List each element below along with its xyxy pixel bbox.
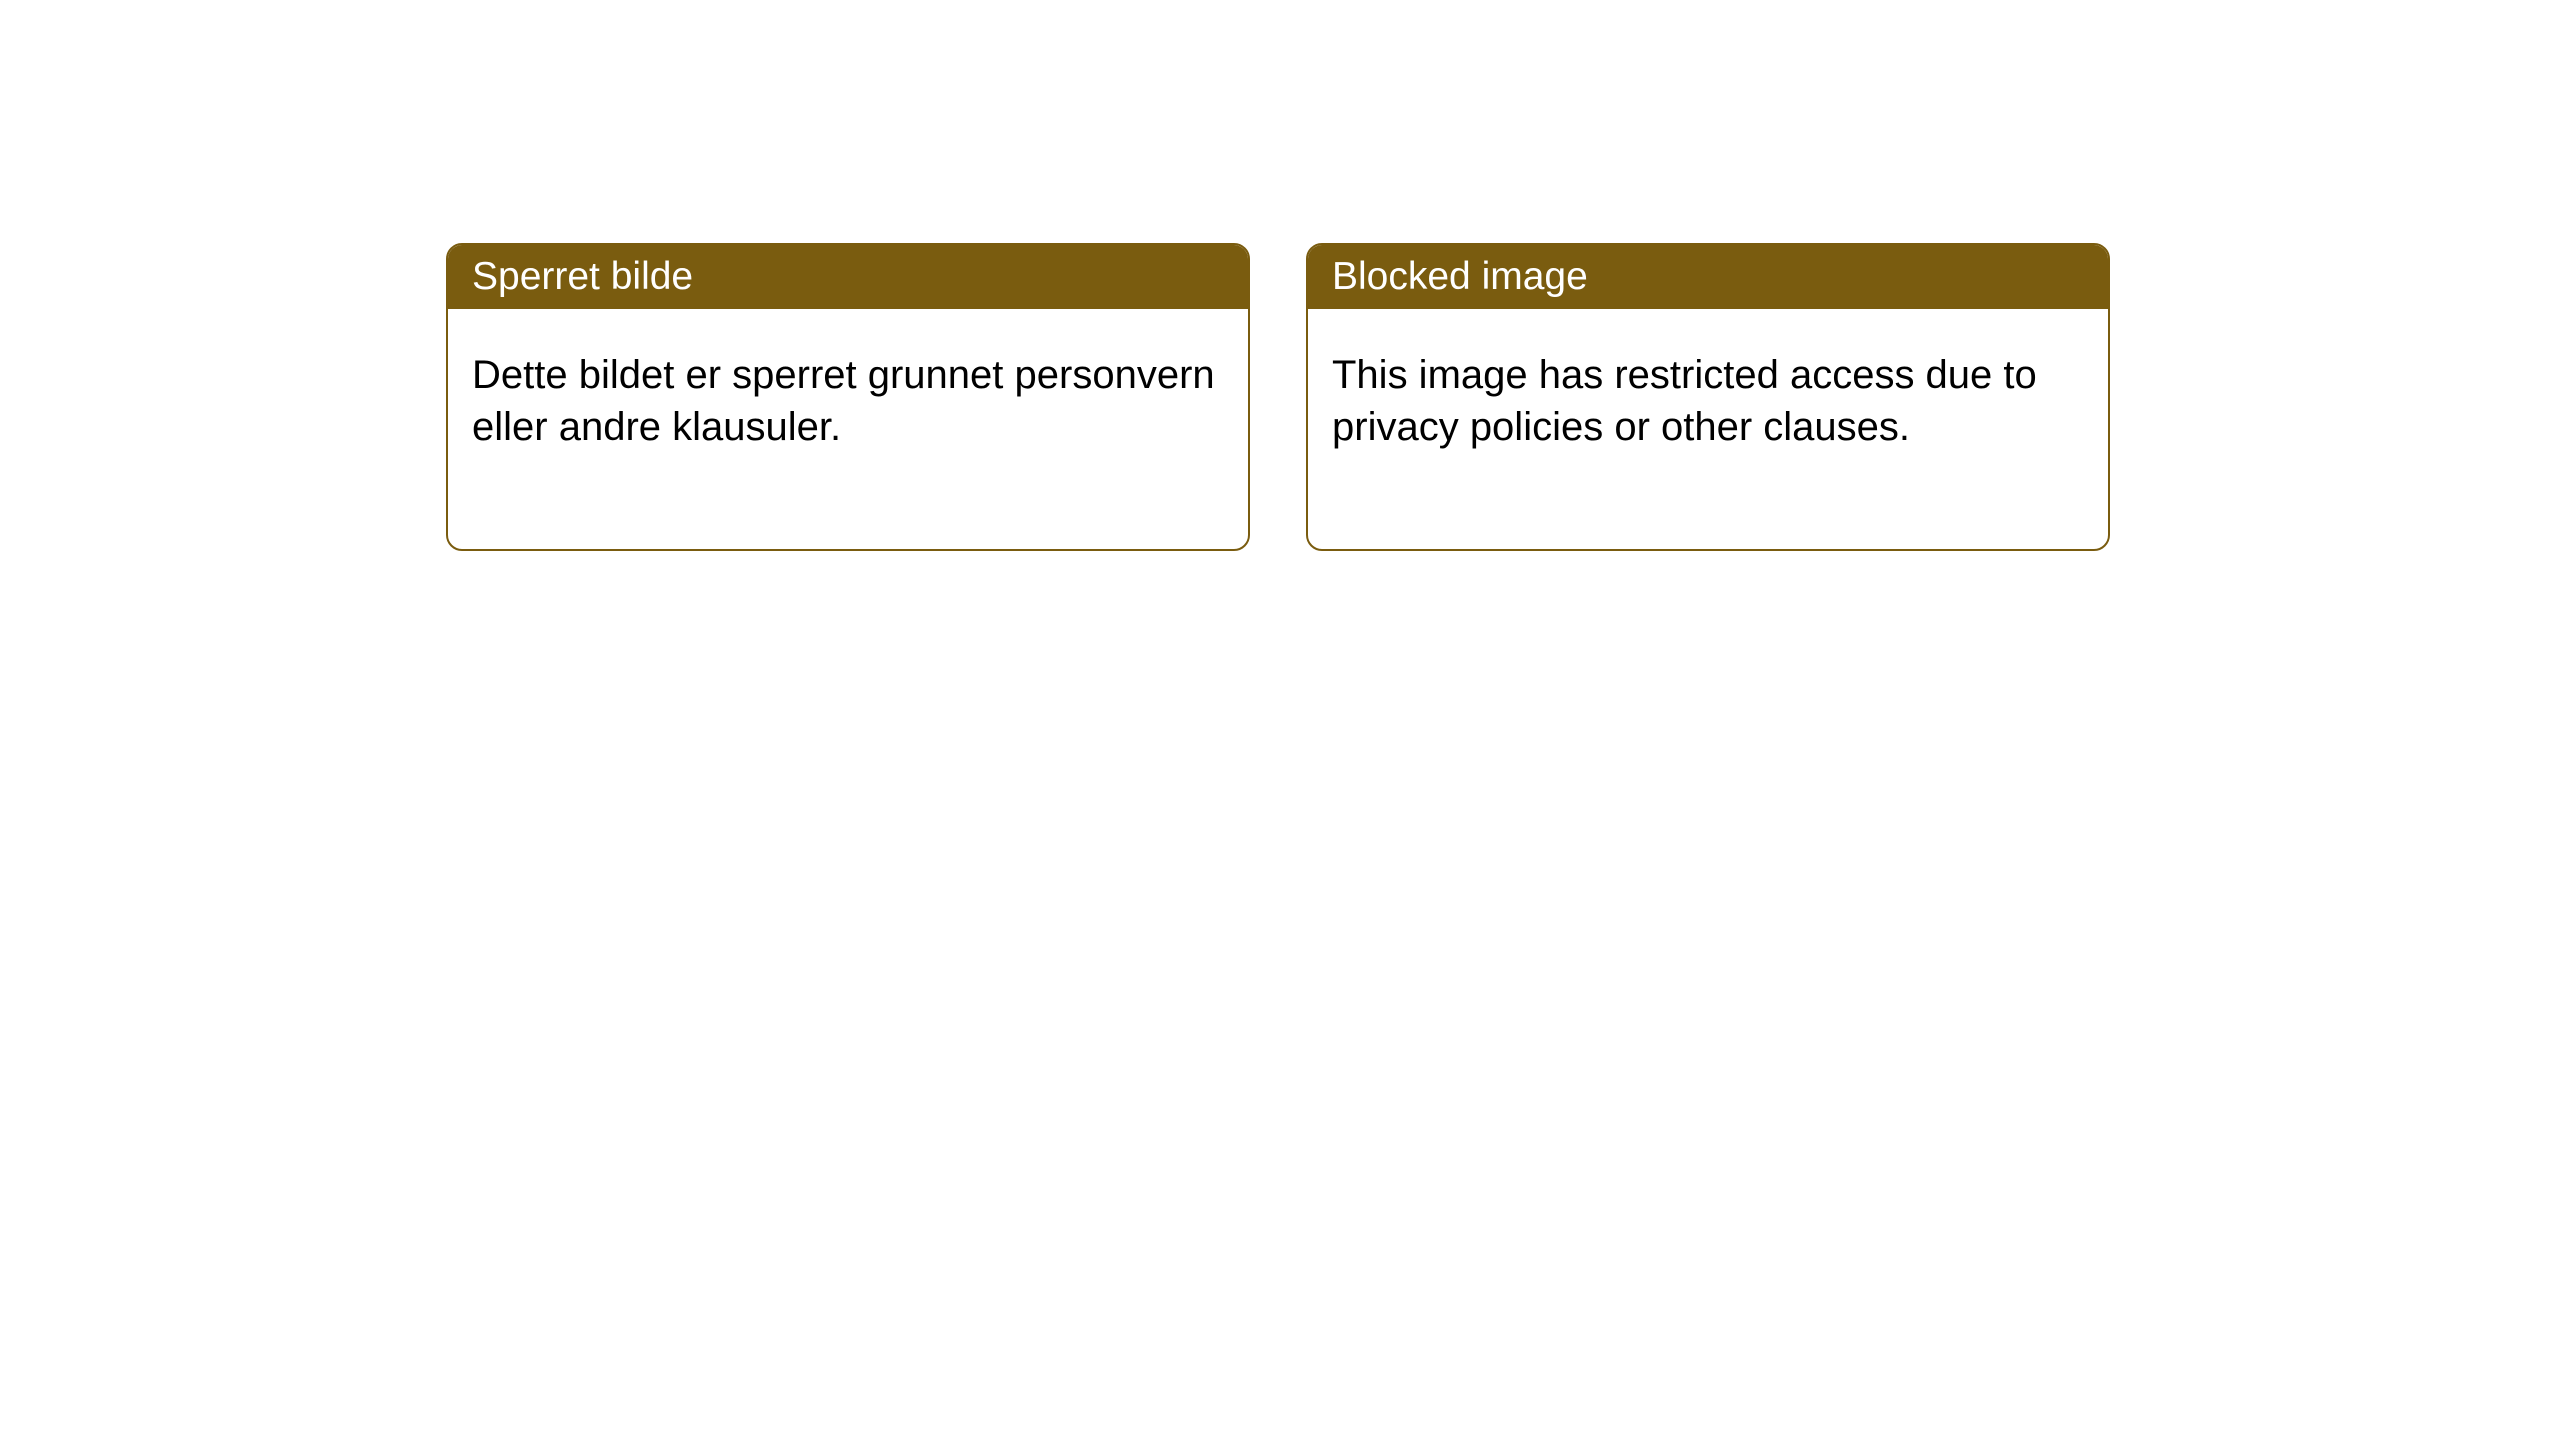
card-body-text: This image has restricted access due to … [1332, 353, 2037, 449]
notice-card-english: Blocked image This image has restricted … [1306, 243, 2110, 551]
notice-cards-container: Sperret bilde Dette bildet er sperret gr… [446, 243, 2110, 551]
card-header-text: Sperret bilde [472, 255, 693, 298]
card-header-norwegian: Sperret bilde [448, 245, 1248, 309]
card-body-text: Dette bildet er sperret grunnet personve… [472, 353, 1215, 449]
card-body-norwegian: Dette bildet er sperret grunnet personve… [448, 309, 1248, 549]
notice-card-norwegian: Sperret bilde Dette bildet er sperret gr… [446, 243, 1250, 551]
card-header-text: Blocked image [1332, 255, 1588, 298]
card-body-english: This image has restricted access due to … [1308, 309, 2108, 549]
card-header-english: Blocked image [1308, 245, 2108, 309]
